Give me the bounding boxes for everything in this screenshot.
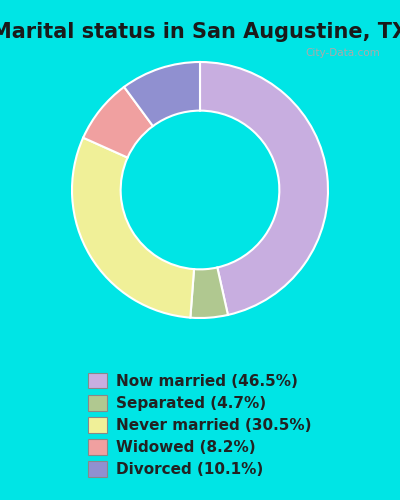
- Text: Marital status in San Augustine, TX: Marital status in San Augustine, TX: [0, 22, 400, 42]
- Wedge shape: [190, 268, 228, 318]
- Wedge shape: [200, 62, 328, 315]
- Wedge shape: [72, 138, 194, 318]
- Wedge shape: [124, 62, 200, 126]
- Text: City-Data.com: City-Data.com: [306, 48, 380, 58]
- Wedge shape: [83, 87, 153, 158]
- Legend: Now married (46.5%), Separated (4.7%), Never married (30.5%), Widowed (8.2%), Di: Now married (46.5%), Separated (4.7%), N…: [88, 373, 312, 477]
